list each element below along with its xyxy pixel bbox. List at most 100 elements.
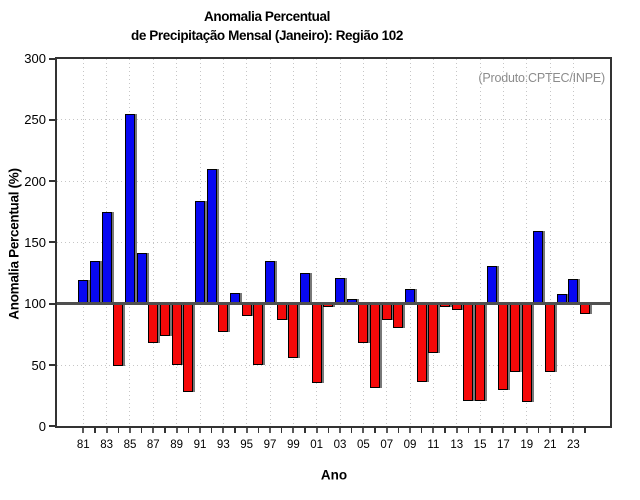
x-tick — [374, 426, 376, 433]
bar-2020 — [533, 231, 544, 305]
bar-2023 — [568, 279, 579, 305]
y-tick-label-200: 200 — [24, 173, 46, 189]
bar-1986 — [136, 253, 147, 305]
x-tick — [572, 426, 575, 433]
bar-2017 — [498, 303, 509, 390]
x-tick — [269, 426, 272, 433]
x-tick — [362, 426, 365, 433]
x-tick-label-2023: 23 — [567, 438, 580, 451]
x-tick — [525, 426, 528, 433]
x-tick — [467, 426, 470, 433]
x-tick — [397, 426, 400, 433]
x-axis-title: Ano — [320, 467, 348, 483]
y-tick — [49, 57, 57, 60]
x-tick — [105, 426, 108, 433]
y-tick — [49, 118, 57, 121]
x-tick — [210, 426, 213, 433]
y-gridline — [57, 364, 610, 366]
x-tick — [117, 426, 120, 433]
bar-1999 — [288, 303, 299, 358]
bar-1998 — [276, 303, 287, 320]
x-tick — [584, 426, 586, 433]
bar-1991 — [195, 200, 205, 305]
x-tick-label-2013: 13 — [450, 438, 464, 451]
y-tick-label-300: 300 — [24, 51, 46, 67]
x-tick — [164, 426, 166, 433]
bar-1997 — [265, 260, 276, 305]
x-tick — [455, 426, 458, 433]
bar-2008 — [393, 303, 404, 329]
y-tick — [49, 180, 57, 183]
bar-2011 — [428, 303, 439, 353]
x-tick — [514, 426, 516, 433]
x-tick-label-2017: 17 — [497, 438, 510, 451]
x-tick-label-1999: 99 — [286, 438, 300, 451]
x-tick-label-2001: 01 — [310, 438, 324, 451]
bar-1996 — [253, 303, 264, 365]
plot-area: 81 83 85 87 89 91 93 95 97 99 01 03 05 07 09 11 13 15 17 19… — [24, 51, 612, 451]
x-tick-label-2007: 07 — [380, 438, 394, 451]
x-tick-label-2021: 21 — [543, 438, 557, 451]
x-tick-label-1985: 85 — [123, 438, 137, 451]
x-tick — [339, 426, 342, 433]
x-tick — [444, 426, 446, 433]
x-tick — [409, 426, 412, 433]
x-tick-label-1997: 97 — [263, 438, 277, 451]
x-tick — [187, 426, 190, 433]
x-tick — [128, 426, 131, 433]
bar-1981 — [78, 280, 89, 305]
bar-1987 — [148, 303, 159, 343]
x-tick — [502, 426, 505, 433]
x-tick — [385, 426, 388, 433]
x-tick-label-1991: 91 — [193, 438, 207, 451]
baseline-100 — [57, 302, 610, 306]
bar-1983 — [101, 211, 112, 305]
bar-1985 — [124, 113, 135, 305]
x-tick — [94, 426, 96, 433]
bar-1992 — [206, 168, 217, 305]
y-tick-label-50: 50 — [31, 357, 46, 373]
x-tick-label-2011: 11 — [427, 438, 440, 451]
y-tick-label-0: 0 — [38, 418, 46, 434]
y-tick-label-100: 100 — [24, 296, 46, 312]
x-tick — [549, 426, 552, 433]
x-tick — [257, 426, 260, 433]
chart-title-line2: de Precipitação Mensal (Janeiro): Região… — [130, 28, 403, 43]
bar-1995 — [241, 303, 252, 316]
x-tick — [222, 426, 225, 433]
x-tick-label-1983: 83 — [100, 438, 114, 451]
x-tick — [199, 426, 201, 433]
bar-2003 — [335, 277, 346, 305]
bar-1990 — [183, 303, 194, 392]
bar-2014 — [463, 303, 474, 401]
y-tick-label-250: 250 — [24, 112, 46, 128]
bar-2016 — [486, 265, 497, 305]
y-gridline — [57, 241, 610, 243]
y-gridline — [57, 119, 610, 121]
x-tick-label-1995: 95 — [240, 438, 254, 451]
x-tick-label-1981: 81 — [76, 438, 90, 451]
y-tick — [49, 302, 57, 305]
x-tick — [82, 426, 85, 433]
x-tick — [315, 426, 318, 433]
x-tick-label-1993: 93 — [216, 438, 230, 451]
x-tick — [280, 426, 283, 433]
x-tick — [175, 426, 178, 433]
x-tick — [152, 426, 155, 433]
y-gridline — [57, 180, 610, 182]
bar-2001 — [311, 303, 322, 384]
bar-2007 — [381, 303, 392, 320]
bar-2010 — [416, 303, 427, 383]
chart-title-line1: Anomalia Percentual — [204, 9, 330, 24]
x-tick — [234, 426, 236, 433]
y-tick — [49, 241, 57, 244]
x-tick-label-2005: 05 — [356, 438, 370, 451]
x-tick — [304, 426, 306, 433]
x-tick — [420, 426, 423, 433]
bar-2018 — [510, 303, 521, 373]
x-tick — [140, 426, 143, 433]
x-tick — [491, 426, 493, 433]
bar-1984 — [113, 303, 124, 367]
x-tick-label-1987: 87 — [146, 438, 160, 451]
x-tick — [350, 426, 353, 433]
